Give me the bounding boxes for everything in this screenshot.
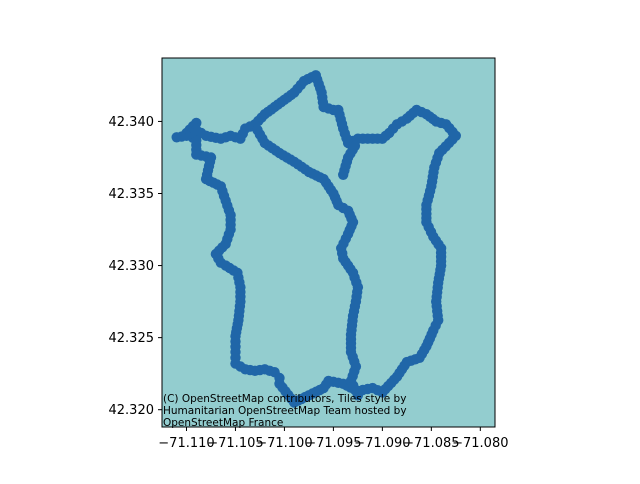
- x-tick-label: −71.095: [305, 436, 361, 451]
- y-tick-label: 42.320: [109, 403, 155, 418]
- x-tick-label: −71.110: [158, 436, 214, 451]
- map-attribution: (C) OpenStreetMap contributors, Tiles st…: [163, 393, 407, 429]
- x-tick-label: −71.105: [207, 436, 263, 451]
- x-tick-label: −71.100: [256, 436, 312, 451]
- attribution-line-1: (C) OpenStreetMap contributors, Tiles st…: [163, 393, 406, 405]
- route-markers-layer: [171, 70, 461, 408]
- attribution-line-2: Humanitarian OpenStreetMap Team hosted b…: [163, 405, 407, 417]
- y-tick-label: 42.325: [109, 331, 155, 346]
- y-tick-label: 42.340: [109, 115, 155, 130]
- y-tick-label: 42.335: [109, 187, 155, 202]
- y-axis: 42.320 42.325 42.330 42.335 42.340: [109, 115, 162, 418]
- plot-frame: [161, 57, 496, 428]
- y-tick-label: 42.330: [109, 259, 155, 274]
- route-point: [349, 140, 361, 152]
- route-point: [352, 390, 364, 401]
- x-tick-label: −71.080: [452, 436, 508, 451]
- route-point: [171, 132, 182, 143]
- x-axis: −71.110−71.105−71.100−71.095−71.090−71.0…: [158, 427, 509, 451]
- x-tick-label: −71.090: [354, 436, 410, 451]
- x-tick-label: −71.085: [403, 436, 459, 451]
- attribution-line-3: OpenStreetMap France: [163, 417, 283, 429]
